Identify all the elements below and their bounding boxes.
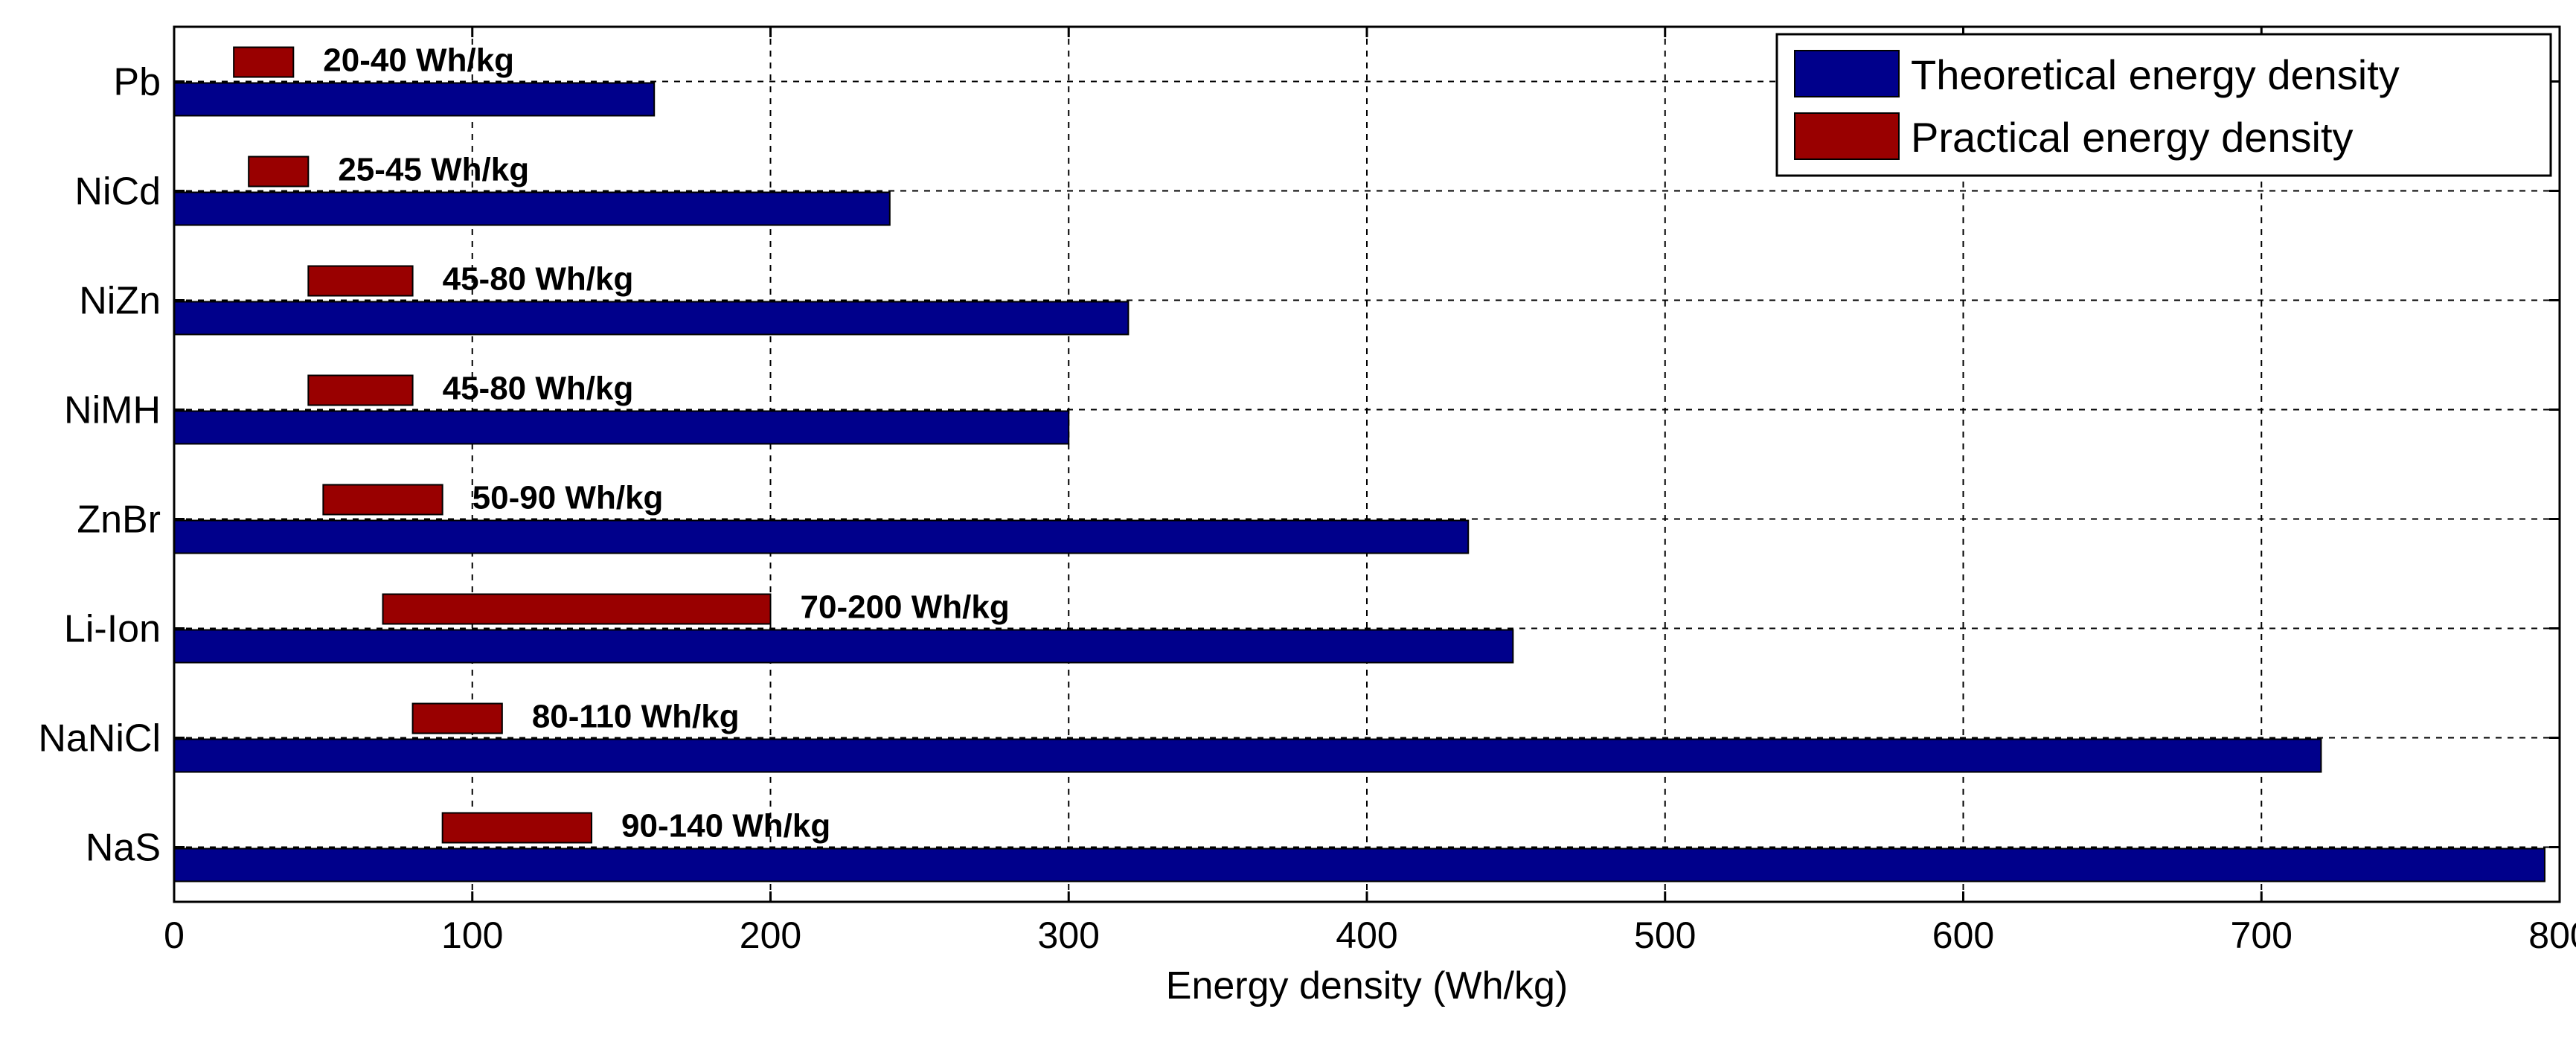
y-tick-label: ZnBr	[77, 499, 161, 542]
x-axis-label: Energy density (Wh/kg)	[1166, 964, 1568, 1007]
ticks-layer	[173, 27, 2561, 902]
bar-theoretical-nanicl	[173, 738, 2322, 773]
bar-theoretical-znbr	[173, 519, 1470, 554]
y-tick-label: NaS	[86, 827, 161, 870]
legend-swatch-theoretical	[1794, 50, 1900, 97]
practical-range-label: 45-80 Wh/kg	[443, 261, 634, 298]
y-tick-label: NaNiCl	[38, 717, 161, 760]
x-tick-label: 200	[740, 914, 801, 956]
y-tick-label: Li-Ion	[64, 608, 161, 651]
bar-theoretical-nicd	[173, 191, 891, 226]
practical-range-label: 90-140 Wh/kg	[621, 808, 830, 845]
practical-range-label: 80-110 Wh/kg	[532, 699, 740, 735]
labels-layer: 0 100 200 300 400 500 600 700 800 20-40 Wh/kg Pb 25…	[38, 42, 2576, 957]
y-tick-label: Pb	[113, 61, 161, 104]
x-tick-label: 700	[2231, 914, 2293, 956]
legend-label-practical: Practical energy density	[1911, 114, 2354, 161]
x-tick-label: 100	[441, 914, 503, 956]
bar-practical-nicd	[248, 156, 310, 188]
legend-box	[1775, 33, 2552, 177]
bars-layer	[173, 46, 2545, 882]
legend-label-theoretical: Theoretical energy density	[1911, 51, 2400, 98]
y-tick-label: NiMH	[64, 389, 161, 432]
bar-practical-znbr	[322, 484, 443, 516]
x-tick-label: 400	[1336, 914, 1397, 956]
practical-range-label: 45-80 Wh/kg	[443, 371, 634, 407]
bar-practical-li-ion	[382, 593, 772, 625]
bar-theoretical-nizn	[173, 301, 1130, 336]
bar-practical-nizn	[307, 265, 414, 297]
x-tick-label: 300	[1038, 914, 1100, 956]
bar-theoretical-nimh	[173, 410, 1070, 445]
practical-range-label: 70-200 Wh/kg	[801, 589, 1010, 626]
bar-practical-nanicl	[411, 702, 503, 734]
y-tick-label: NiCd	[74, 170, 161, 214]
bar-theoretical-pb	[173, 82, 656, 117]
x-tick-label: 600	[1932, 914, 1994, 956]
x-tick-label: 800	[2528, 914, 2576, 956]
legend-swatch-practical	[1794, 112, 1900, 160]
bar-practical-nimh	[307, 374, 414, 406]
y-tick-label: NiZn	[79, 280, 161, 323]
bar-practical-pb	[233, 46, 295, 78]
bar-practical-nas	[441, 812, 593, 844]
bar-theoretical-nas	[173, 848, 2545, 882]
legend: Theoretical energy density Practical ene…	[1775, 33, 2552, 177]
x-tick-label: 500	[1634, 914, 1696, 956]
bar-theoretical-li-ion	[173, 629, 1514, 664]
practical-range-label: 50-90 Wh/kg	[472, 480, 664, 516]
practical-range-label: 20-40 Wh/kg	[323, 42, 514, 79]
x-tick-label: 0	[164, 914, 185, 956]
practical-range-label: 25-45 Wh/kg	[338, 152, 529, 188]
